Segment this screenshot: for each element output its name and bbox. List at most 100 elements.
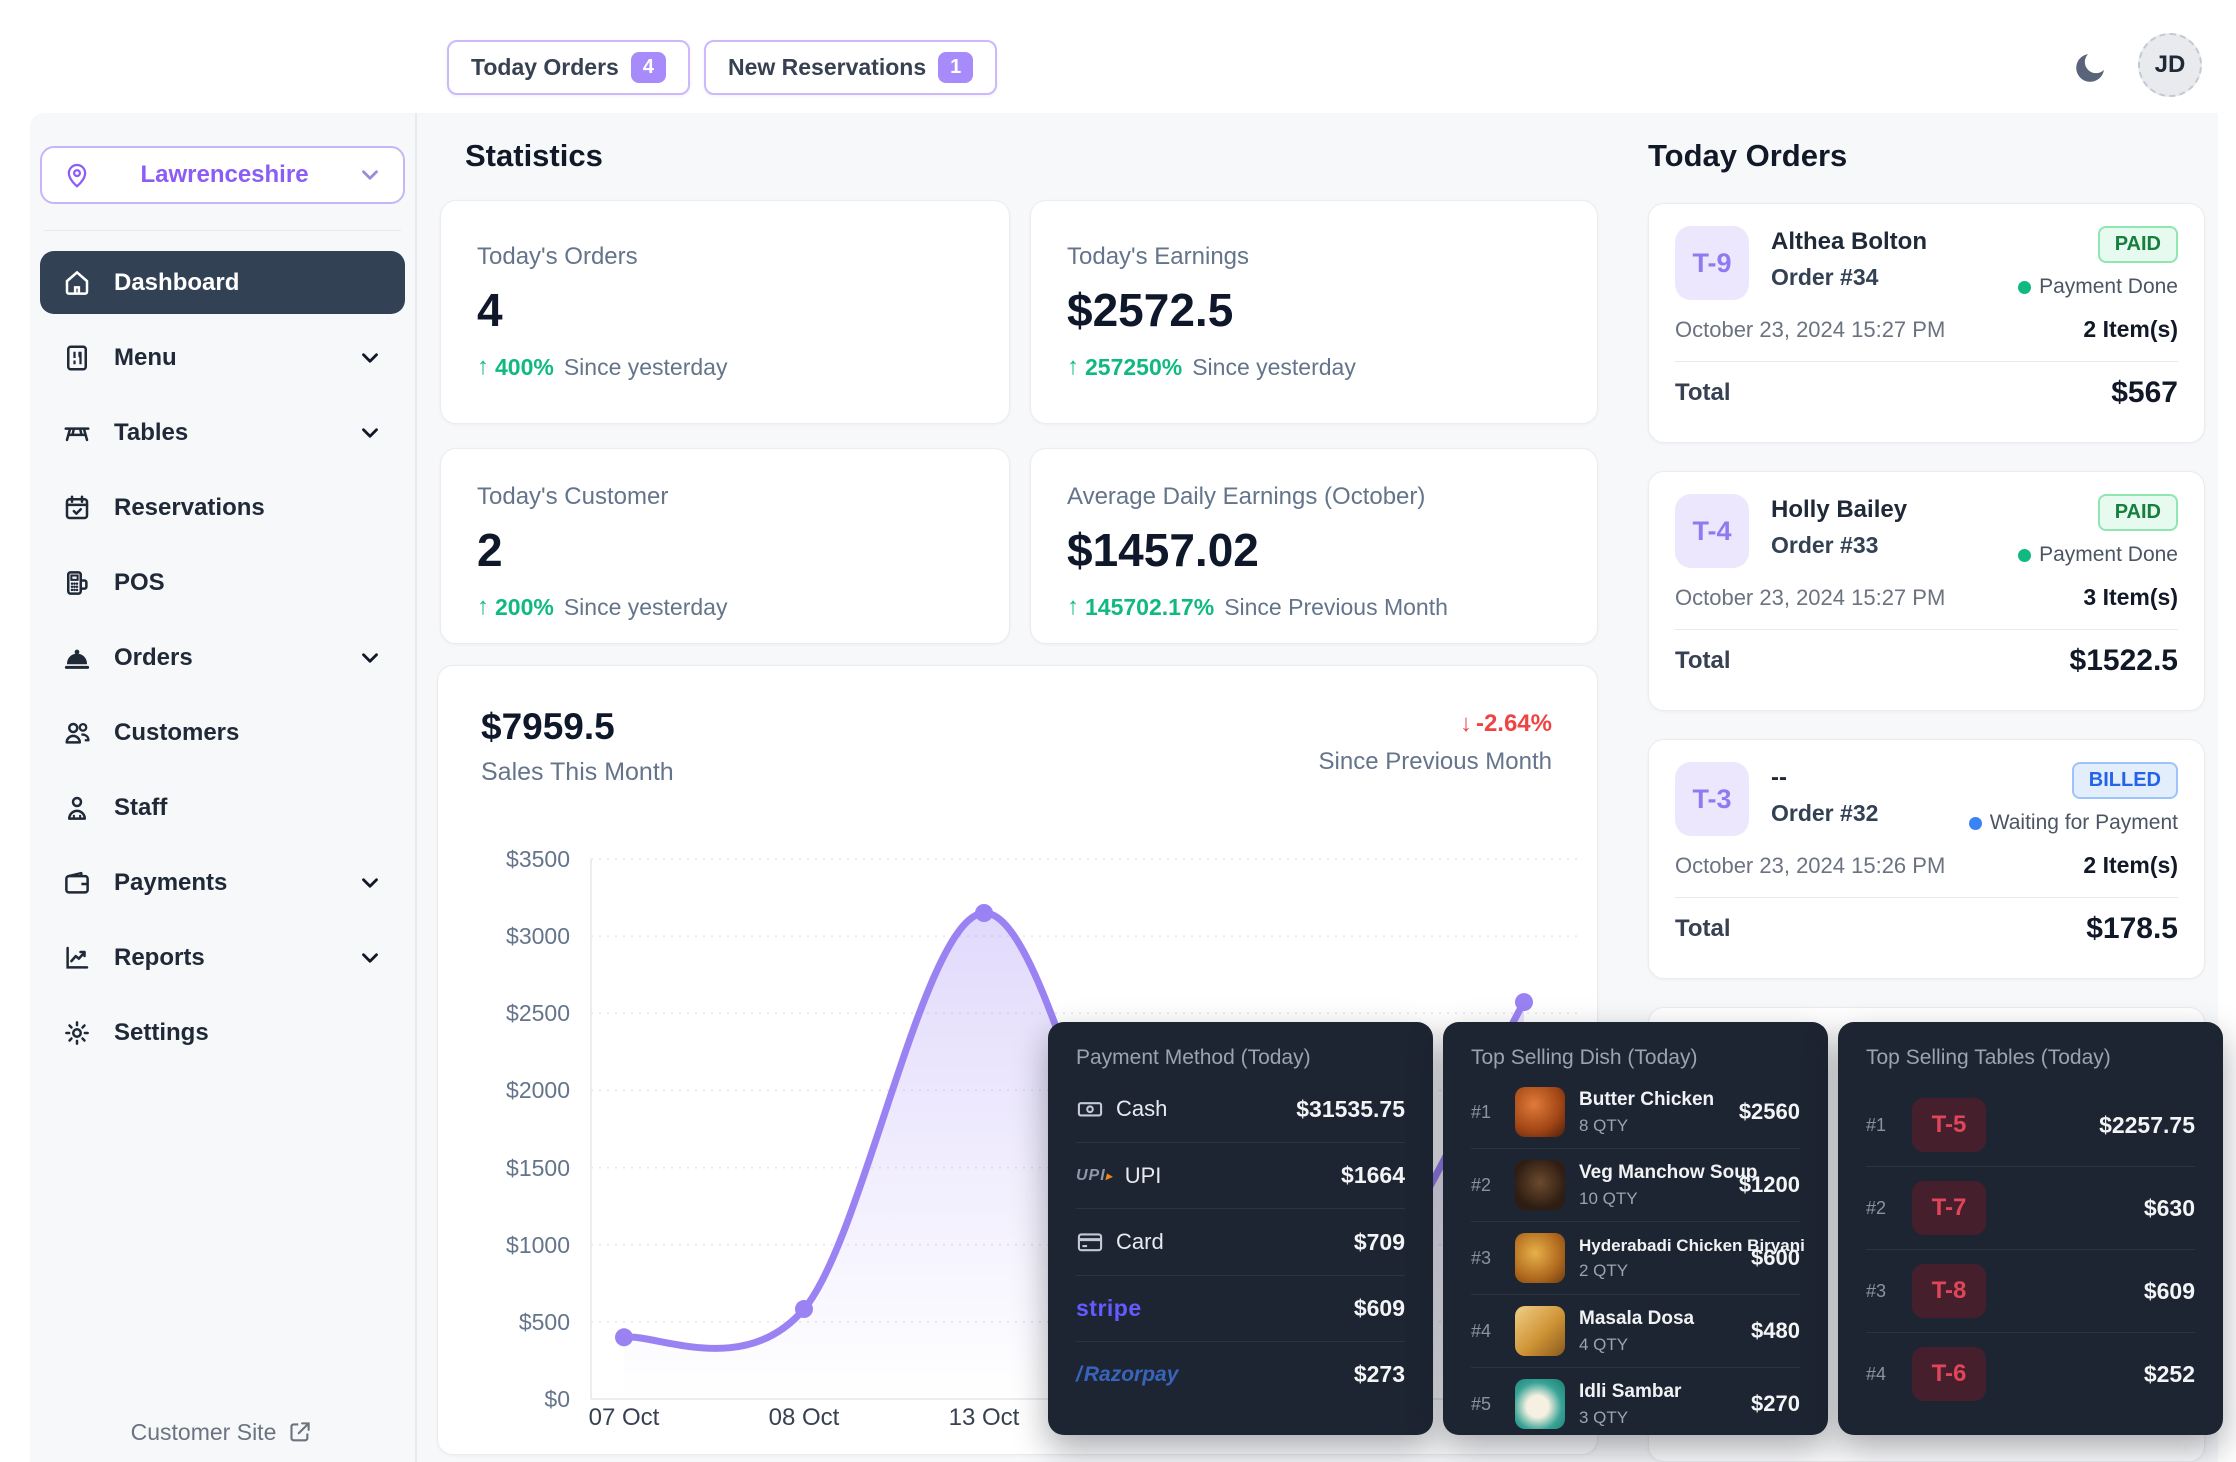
dish-image	[1515, 1160, 1565, 1210]
top-selling-tables-panel: Top Selling Tables (Today) #1 T-5 $2257.…	[1838, 1022, 2223, 1435]
order-total: $1522.5	[2069, 644, 2178, 677]
stat-card-todays-earnings: Today's Earnings $2572.5 ↑ 257250% Since…	[1030, 200, 1598, 424]
today-orders-button[interactable]: Today Orders 4	[447, 40, 690, 95]
dish-name: Hyderabadi Chicken Biryani	[1579, 1235, 1805, 1255]
x-axis-tick: 13 Oct	[948, 1404, 1020, 1431]
rank-label: #4	[1866, 1363, 1887, 1384]
payment-method-name: Card	[1116, 1229, 1164, 1254]
payment-method-name: UPI	[1124, 1162, 1162, 1188]
sidebar-item-menu[interactable]: Menu	[40, 326, 405, 389]
total-label: Total	[1675, 915, 1731, 942]
order-card[interactable]: T-3 -- Order #32 BILLED Waiting for Paym…	[1648, 739, 2205, 979]
sidebar-item-dashboard[interactable]: Dashboard	[40, 251, 405, 314]
dish-row: #4 Masala Dosa 4 QTY $480	[1471, 1295, 1800, 1368]
sidebar-item-label: Menu	[114, 343, 177, 371]
order-datetime: October 23, 2024 15:27 PM	[1675, 316, 1946, 342]
order-items-count: 2 Item(s)	[2083, 852, 2178, 878]
sidebar-item-orders[interactable]: Orders	[40, 626, 405, 689]
arrow-up-icon: ↑	[1067, 353, 1079, 380]
stat-card-todays-orders: Today's Orders 4 ↑ 400% Since yesterday	[440, 200, 1010, 424]
new-reservations-button[interactable]: New Reservations 1	[703, 40, 998, 95]
location-selector[interactable]: Lawrenceshire	[40, 146, 405, 204]
y-axis-tick: $3000	[506, 923, 570, 949]
order-total: $567	[2111, 376, 2178, 409]
sidebar-item-customers[interactable]: Customers	[40, 701, 405, 764]
sidebar-item-staff[interactable]: Staff	[40, 776, 405, 839]
order-card[interactable]: T-4 Holly Bailey Order #33 PAID Payment …	[1648, 471, 2205, 711]
sidebar-item-label: Tables	[114, 418, 189, 446]
table-row: #2 T-7 $630	[1866, 1167, 2195, 1250]
chevron-down-icon	[357, 345, 383, 371]
dish-row: #5 Idli Sambar 3 QTY $270	[1471, 1368, 1800, 1440]
sidebar-item-label: Orders	[114, 643, 193, 671]
rank-label: #5	[1471, 1393, 1492, 1414]
table-badge: T-8	[1912, 1264, 1986, 1318]
sidebar-item-reservations[interactable]: Reservations	[40, 476, 405, 539]
dish-qty: 10 QTY	[1579, 1188, 1638, 1208]
table-row: #4 T-6 $252	[1866, 1333, 2195, 1415]
status-badge: BILLED	[2071, 762, 2178, 799]
today-orders-button-label: Today Orders	[471, 54, 619, 80]
sidebar-item-reports[interactable]: Reports	[40, 926, 405, 989]
customer-name: --	[1771, 764, 1787, 791]
order-card[interactable]: T-9 Althea Bolton Order #34 PAID Payment…	[1648, 203, 2205, 443]
order-items-count: 2 Item(s)	[2083, 316, 2178, 342]
stat-label: Today's Earnings	[1067, 243, 1250, 270]
chevron-down-icon	[357, 162, 383, 188]
customer-site-link[interactable]: Customer Site	[30, 1418, 415, 1446]
sidebar-item-payments[interactable]: Payments	[40, 851, 405, 914]
cash-icon	[1076, 1095, 1104, 1123]
dish-name: Butter Chicken	[1579, 1088, 1715, 1110]
cloche-icon	[62, 643, 92, 673]
table-value: $2257.75	[2099, 1111, 2195, 1138]
table-badge: T-4	[1675, 494, 1749, 568]
rank-label: #4	[1471, 1320, 1492, 1341]
upi-logo-icon: UPI▸	[1076, 1166, 1113, 1184]
dish-image	[1515, 1306, 1565, 1356]
payment-method-row: Card $709	[1076, 1209, 1405, 1276]
payment-method-value: $609	[1353, 1295, 1405, 1321]
dark-mode-toggle[interactable]	[2066, 44, 2114, 92]
table-badge: T-5	[1912, 1098, 1986, 1152]
stat-label: Today's Customer	[477, 483, 669, 510]
table-badge: T-6	[1912, 1347, 1986, 1401]
table-badge: T-9	[1675, 226, 1749, 300]
stat-delta-percent: 257250%	[1085, 353, 1183, 380]
y-axis-tick: $3500	[506, 846, 570, 872]
sidebar-item-label: Reservations	[114, 493, 265, 521]
sales-subtitle: Sales This Month	[481, 758, 674, 786]
dish-name: Masala Dosa	[1579, 1307, 1695, 1329]
rank-label: #3	[1866, 1280, 1887, 1301]
payment-status: Payment Done	[2039, 543, 2178, 566]
dish-qty: 2 QTY	[1579, 1260, 1629, 1280]
y-axis-tick: $2500	[506, 1000, 570, 1026]
dish-value: $2560	[1738, 1099, 1800, 1124]
customer-name: Holly Bailey	[1771, 496, 1908, 523]
gear-icon	[62, 1018, 92, 1048]
payment-method-value: $273	[1353, 1361, 1405, 1387]
payment-method-panel: Payment Method (Today) Cash $31535.75 UP…	[1048, 1022, 1433, 1435]
dish-value: $600	[1751, 1245, 1800, 1270]
payment-method-row: UPI▸ UPI $1664	[1076, 1143, 1405, 1209]
today-orders-heading: Today Orders	[1648, 138, 1848, 173]
panel-title: Top Selling Tables (Today)	[1866, 1046, 2111, 1069]
order-items-count: 3 Item(s)	[2083, 584, 2178, 610]
avatar[interactable]: JD	[2138, 33, 2202, 97]
chevron-down-icon	[357, 645, 383, 671]
credit-card-icon	[1076, 1228, 1104, 1256]
pos-terminal-icon	[62, 568, 92, 598]
panel-title: Payment Method (Today)	[1076, 1046, 1311, 1069]
stat-value: 4	[477, 284, 503, 336]
dish-value: $1200	[1738, 1172, 1800, 1197]
dish-name: Veg Manchow Soup	[1579, 1161, 1758, 1183]
order-number: Order #32	[1771, 800, 1879, 826]
new-reservations-button-label: New Reservations	[727, 54, 927, 80]
stat-card-average-daily-earnings: Average Daily Earnings (October) $1457.0…	[1030, 448, 1598, 644]
y-axis-tick: $1500	[506, 1155, 570, 1181]
chevron-down-icon	[357, 870, 383, 896]
sidebar-item-label: Staff	[114, 793, 168, 821]
sidebar-item-settings[interactable]: Settings	[40, 1001, 405, 1064]
sales-delta: -2.64%	[1475, 710, 1552, 737]
sidebar-item-tables[interactable]: Tables	[40, 401, 405, 464]
sidebar-item-pos[interactable]: POS	[40, 551, 405, 614]
